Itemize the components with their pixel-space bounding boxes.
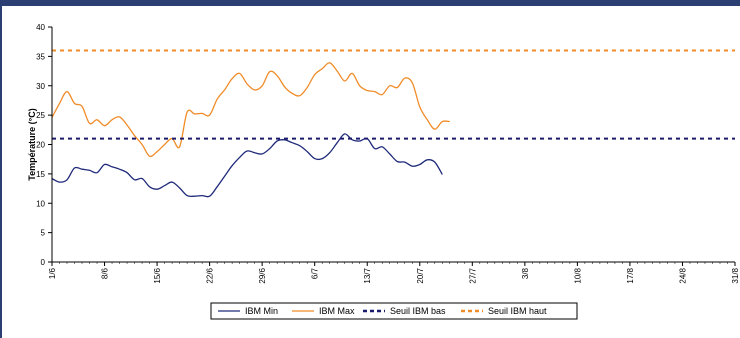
- series-line-1: [51, 62, 450, 158]
- y-tick-label: 15: [36, 170, 45, 179]
- x-tick-label: 24/8: [678, 267, 687, 283]
- y-tick-label: 25: [36, 111, 45, 120]
- x-tick-label: 13/7: [363, 267, 372, 283]
- legend-label-1: IBM Max: [319, 306, 355, 316]
- x-tick-label: 15/6: [153, 267, 162, 283]
- chart-legend: IBM Min IBM Max Seuil IBM bas Seuil IBM hau…: [210, 302, 578, 320]
- x-tick-label: 29/6: [258, 267, 267, 283]
- x-axis-ticks: 1/6 8/6 15/6 22/6 29/6 6/7 13/7 20/7 27/7 3/8 10/8…: [48, 262, 740, 284]
- x-tick-label: 17/8: [626, 267, 635, 283]
- x-tick-label: 20/7: [416, 267, 425, 283]
- window-left-border: [0, 0, 2, 338]
- y-tick-label: 20: [36, 141, 45, 150]
- x-tick-label: 6/7: [311, 267, 320, 279]
- y-tick-label: 10: [36, 199, 45, 208]
- series-layer: [51, 49, 735, 198]
- y-axis-ticks: 0 5 10 15 20 25 30 35 40: [36, 23, 52, 267]
- x-tick-label: 3/8: [521, 267, 530, 279]
- y-tick-label: 35: [36, 52, 45, 61]
- x-tick-label: 27/7: [468, 267, 477, 283]
- x-tick-label: 8/6: [101, 267, 110, 279]
- legend-label-0: IBM Min: [245, 306, 278, 316]
- y-tick-label: 40: [36, 23, 45, 32]
- legend-label-2: Seuil IBM bas: [390, 306, 446, 316]
- x-tick-label: 10/8: [573, 267, 582, 283]
- y-tick-label: 5: [41, 229, 46, 238]
- x-tick-label: 31/8: [731, 267, 740, 283]
- y-tick-label: 30: [36, 82, 45, 91]
- legend-box: [210, 302, 578, 320]
- window-top-bar: [0, 0, 740, 6]
- series-line-0: [51, 133, 443, 198]
- legend-label-3: Seuil IBM haut: [488, 306, 547, 316]
- x-tick-label: 1/6: [48, 267, 57, 279]
- y-tick-label: 0: [41, 258, 46, 267]
- x-tick-label: 22/6: [206, 267, 215, 283]
- y-axis-title: Température (°C): [27, 108, 37, 180]
